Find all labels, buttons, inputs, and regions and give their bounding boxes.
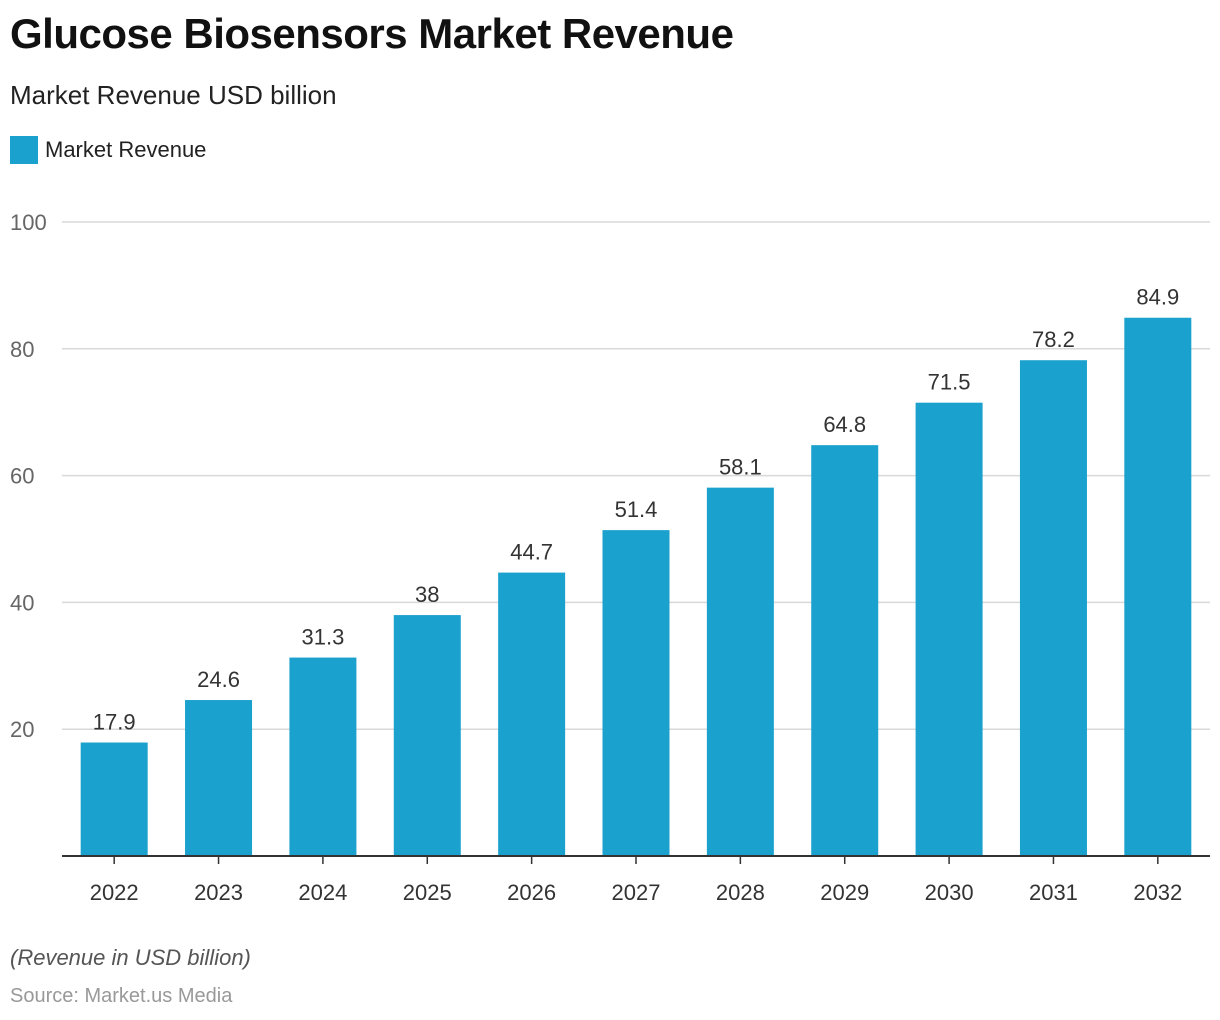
x-axis-ticks: 2022 2023 2024 2025 2026 2027 2028 2029 2030 2031… <box>62 855 1210 905</box>
x-tick-label: 2027 <box>612 880 661 905</box>
data-label: 78.2 <box>1032 327 1075 352</box>
bar <box>602 530 670 856</box>
bar <box>185 700 253 856</box>
x-tick-label: 2022 <box>90 880 139 905</box>
data-label: 24.6 <box>197 667 240 692</box>
legend-label: Market Revenue <box>45 137 207 162</box>
bar <box>289 657 357 856</box>
x-tick-label: 2024 <box>298 880 347 905</box>
data-label: 38 <box>415 582 439 607</box>
bar <box>706 487 774 856</box>
y-tick-label: 80 <box>10 337 34 362</box>
bar <box>915 402 983 856</box>
source-credit: Source: Market.us Media <box>10 985 233 1007</box>
y-tick-label: 100 <box>10 210 47 235</box>
data-label: 64.8 <box>823 412 866 437</box>
bar-chart: 20 40 60 80 100 17.9 24.6 31.3 38 44.7 51.4 58.1 64… <box>10 210 1210 905</box>
x-tick-label: 2026 <box>507 880 556 905</box>
data-label: 71.5 <box>928 370 971 395</box>
x-tick-label: 2031 <box>1029 880 1078 905</box>
bar <box>498 572 566 856</box>
x-tick-label: 2029 <box>820 880 869 905</box>
bar <box>1019 360 1087 856</box>
data-label: 17.9 <box>93 710 136 735</box>
x-tick-label: 2030 <box>925 880 974 905</box>
chart-legend: Market Revenue <box>10 136 206 164</box>
chart-subtitle: Market Revenue USD billion <box>10 80 337 110</box>
y-axis-ticks: 20 40 60 80 100 <box>10 210 47 742</box>
data-labels: 17.9 24.6 31.3 38 44.7 51.4 58.1 64.8 71.5 78.2 84… <box>93 285 1179 735</box>
y-tick-label: 20 <box>10 717 34 742</box>
bar <box>1124 317 1192 856</box>
bar <box>811 445 879 856</box>
data-label: 44.7 <box>510 540 553 565</box>
data-label: 58.1 <box>719 455 762 480</box>
x-tick-label: 2028 <box>716 880 765 905</box>
bar <box>80 742 148 856</box>
x-tick-label: 2032 <box>1133 880 1182 905</box>
y-tick-label: 40 <box>10 590 34 615</box>
data-label: 31.3 <box>301 625 344 650</box>
legend-swatch <box>10 136 38 164</box>
bar <box>393 615 461 856</box>
chart-title: Glucose Biosensors Market Revenue <box>10 10 734 57</box>
data-label: 51.4 <box>615 497 658 522</box>
x-tick-label: 2023 <box>194 880 243 905</box>
y-tick-label: 60 <box>10 464 34 489</box>
x-tick-label: 2025 <box>403 880 452 905</box>
data-label: 84.9 <box>1136 285 1179 310</box>
footnote: (Revenue in USD billion) <box>10 945 251 970</box>
bars <box>80 317 1192 856</box>
